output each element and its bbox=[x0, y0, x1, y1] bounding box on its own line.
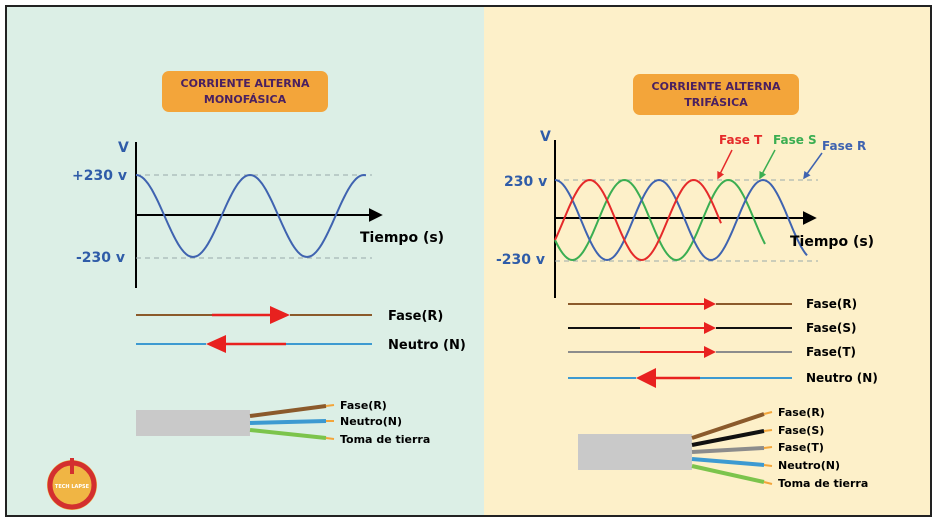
triphase-wave-t bbox=[554, 178, 722, 262]
monophase-x-axis-label: Tiempo (s) bbox=[360, 230, 444, 246]
triphase-badge-line2: TRIFÁSICA bbox=[684, 96, 748, 109]
triphase-badge-line1: CORRIENTE ALTERNA bbox=[652, 80, 781, 93]
monophase-neg-label: -230 v bbox=[76, 250, 125, 266]
monophase-cable-sheath bbox=[136, 410, 250, 436]
triphase-neg-label: -230 v bbox=[496, 252, 545, 268]
monophase-fase-r-label: Fase(R) bbox=[388, 309, 443, 324]
triphase-pos-label: 230 v bbox=[504, 174, 547, 190]
triphase-conductor-fase-r: Fase(R) bbox=[568, 297, 857, 311]
triphase-fase-r-arrow bbox=[704, 298, 716, 310]
fase-t-wave-label: Fase T bbox=[719, 133, 763, 147]
logo-power-icon bbox=[70, 458, 74, 474]
monophase-fase-r-arrow bbox=[270, 306, 290, 324]
monophase-chart: V +230 v -230 v Tiempo (s) bbox=[72, 140, 444, 288]
fase-r-pointer bbox=[803, 152, 823, 180]
monophase-cable-label-tierra: Toma de tierra bbox=[340, 433, 430, 446]
monophase-y-axis-label: V bbox=[118, 140, 129, 156]
triphase-cable-label-fase-t: Fase(T) bbox=[778, 441, 824, 454]
triphase-neutro-label: Neutro (N) bbox=[806, 371, 878, 385]
triphase-fase-s-arrow bbox=[704, 322, 716, 334]
monophase-neutro-label: Neutro (N) bbox=[388, 338, 466, 353]
triphase-wave-r bbox=[554, 178, 808, 262]
triphase-cable-label-tierra: Toma de tierra bbox=[778, 477, 868, 490]
fase-s-wave-label: Fase S bbox=[773, 133, 817, 147]
monophase-badge-line1: CORRIENTE ALTERNA bbox=[181, 77, 310, 90]
logo-text: TECH LAPSE bbox=[55, 484, 90, 490]
monophase-badge-line2: MONOFÁSICA bbox=[204, 93, 287, 106]
triphase-conductor-neutro: Neutro (N) bbox=[568, 368, 878, 388]
fase-r-wave-label: Fase R bbox=[822, 139, 866, 153]
monophase-cable-label-neutro: Neutro(N) bbox=[340, 415, 402, 428]
monophase-wave bbox=[135, 173, 367, 258]
triphase-cable-label-fase-s: Fase(S) bbox=[778, 424, 824, 437]
triphase-conductor-fase-s: Fase(S) bbox=[568, 321, 856, 335]
tech-lapse-logo: TECH LAPSE bbox=[47, 458, 97, 510]
triphase-fase-t-arrow bbox=[704, 346, 716, 358]
triphase-neutro-arrow bbox=[636, 368, 656, 388]
fase-s-pointer bbox=[759, 149, 776, 180]
fase-t-pointer bbox=[717, 149, 733, 180]
triphase-fase-r-label: Fase(R) bbox=[806, 297, 857, 311]
triphase-x-axis-label: Tiempo (s) bbox=[790, 234, 874, 250]
monophase-conductors: Fase(R) Neutro (N) bbox=[136, 306, 466, 353]
triphase-cable-label-fase-r: Fase(R) bbox=[778, 406, 825, 419]
triphase-cable: Fase(R) Fase(S) Fase(T) Neutro(N) Toma d… bbox=[578, 406, 868, 490]
triphase-chart: V 230 v -230 v Tiempo (s) Fase T Fase S … bbox=[496, 129, 874, 298]
monophase-cable-label-fase-r: Fase(R) bbox=[340, 399, 387, 412]
frame-border bbox=[5, 5, 932, 517]
monophase-pos-label: +230 v bbox=[72, 168, 127, 184]
monophase-neutro-arrow bbox=[206, 335, 226, 353]
monophase-cable: Fase(R) Neutro(N) Toma de tierra bbox=[136, 399, 430, 446]
triphase-badge: CORRIENTE ALTERNA TRIFÁSICA bbox=[633, 74, 799, 115]
triphase-cable-label-neutro: Neutro(N) bbox=[778, 459, 840, 472]
monophase-conductor-fase-r: Fase(R) bbox=[136, 306, 443, 324]
triphase-y-axis-label: V bbox=[540, 129, 551, 145]
monophase-badge: CORRIENTE ALTERNA MONOFÁSICA bbox=[162, 71, 328, 112]
monophase-conductor-neutro: Neutro (N) bbox=[136, 335, 466, 353]
triphase-fase-t-label: Fase(T) bbox=[806, 345, 856, 359]
triphase-fase-s-label: Fase(S) bbox=[806, 321, 856, 335]
triphase-conductor-fase-t: Fase(T) bbox=[568, 345, 856, 359]
triphase-conductors: Fase(R) Fase(S) Fase(T) Neutro (N) bbox=[568, 297, 878, 388]
triphase-cable-sheath bbox=[578, 434, 692, 470]
